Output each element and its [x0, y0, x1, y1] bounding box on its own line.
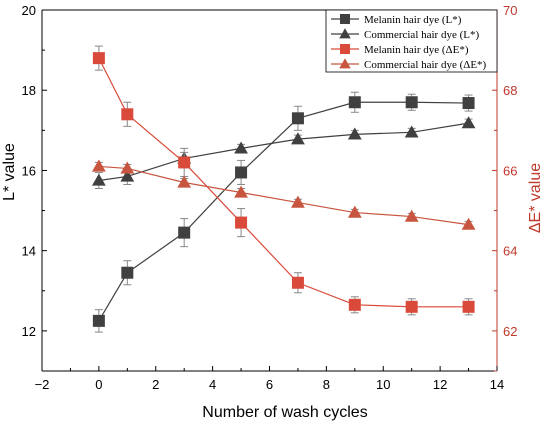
- x-tick-label: −2: [35, 377, 50, 392]
- y-left-tick-label: 16: [22, 163, 36, 178]
- legend-marker: [340, 14, 350, 24]
- x-axis-title: Number of wash cycles: [202, 404, 367, 421]
- data-point: [404, 209, 419, 222]
- y-left-tick-label: 14: [22, 244, 36, 259]
- legend-box: [325, 9, 498, 73]
- x-tick-label: 10: [376, 377, 390, 392]
- x-tick-label: 2: [152, 377, 159, 392]
- y-right-tick-label: 68: [503, 83, 517, 98]
- data-point: [461, 217, 476, 230]
- x-tick-label: 6: [266, 377, 273, 392]
- data-point: [177, 175, 192, 188]
- legend-label: Melanin hair dye (L*): [364, 14, 462, 26]
- series-0: [92, 91, 475, 333]
- data-point: [291, 195, 305, 208]
- y-left-tick-label: 20: [22, 3, 36, 18]
- data-point: [120, 161, 135, 174]
- data-point: [121, 266, 134, 279]
- series-3: [91, 159, 476, 230]
- y-right-tick-label: 62: [503, 324, 517, 339]
- data-point: [234, 141, 248, 154]
- data-point: [92, 52, 105, 65]
- data-point: [348, 298, 361, 311]
- data-point: [234, 185, 248, 198]
- y-right-tick-label: 66: [503, 163, 517, 178]
- data-point: [461, 116, 476, 129]
- x-tick-label: 12: [433, 377, 447, 392]
- x-tick-label: 8: [323, 377, 330, 392]
- x-tick-label: 0: [95, 377, 102, 392]
- y-left-tick-label: 18: [22, 83, 36, 98]
- data-point: [462, 97, 475, 110]
- x-tick-label: 4: [209, 377, 216, 392]
- legend-marker: [339, 28, 351, 39]
- y-axis-right: 62 64 66 68 70: [492, 3, 517, 372]
- series-line: [98, 165, 469, 226]
- data-point: [291, 132, 305, 145]
- y-axis-left: 12 14 16 18 20: [22, 3, 47, 372]
- series-line: [98, 122, 469, 182]
- data-point: [235, 166, 248, 179]
- legend: Melanin hair dye (L*) Commercial hair dye…: [325, 9, 498, 73]
- legend-marker: [339, 58, 351, 69]
- data-point: [405, 300, 418, 313]
- data-point: [92, 314, 105, 327]
- legend-label: Commercial hair dye (L*): [364, 29, 479, 41]
- y-left-tick-label: 12: [22, 324, 36, 339]
- data-point: [120, 169, 135, 182]
- y-right-tick-label: 64: [503, 244, 517, 259]
- series-2: [92, 45, 475, 316]
- y-right-tick-label: 70: [503, 3, 517, 18]
- series-layer: [91, 45, 476, 333]
- y-axis-left-title: L* value: [1, 143, 18, 201]
- data-point: [348, 96, 361, 109]
- x-axis: −2 0 2 4 6 8 10 12 14: [35, 366, 504, 392]
- series-1: [91, 116, 476, 189]
- series-line: [98, 57, 469, 308]
- data-point: [178, 156, 191, 169]
- data-point: [235, 216, 248, 229]
- data-point: [347, 127, 362, 140]
- data-point: [291, 276, 304, 289]
- legend-label: Commercial hair dye (ΔE*): [364, 59, 487, 71]
- legend-label: Melanin hair dye (ΔE*): [364, 44, 469, 56]
- legend-marker: [340, 44, 350, 54]
- x-tick-label: 14: [490, 377, 504, 392]
- data-point: [91, 159, 106, 172]
- series-line: [98, 101, 469, 322]
- data-point: [178, 226, 191, 239]
- data-point: [405, 96, 418, 109]
- data-point: [462, 300, 475, 313]
- data-point: [121, 108, 134, 121]
- data-point: [91, 173, 106, 186]
- data-point: [404, 125, 419, 138]
- data-point: [291, 112, 304, 125]
- data-point: [347, 205, 362, 218]
- y-axis-right-title: ΔE* value: [527, 163, 544, 233]
